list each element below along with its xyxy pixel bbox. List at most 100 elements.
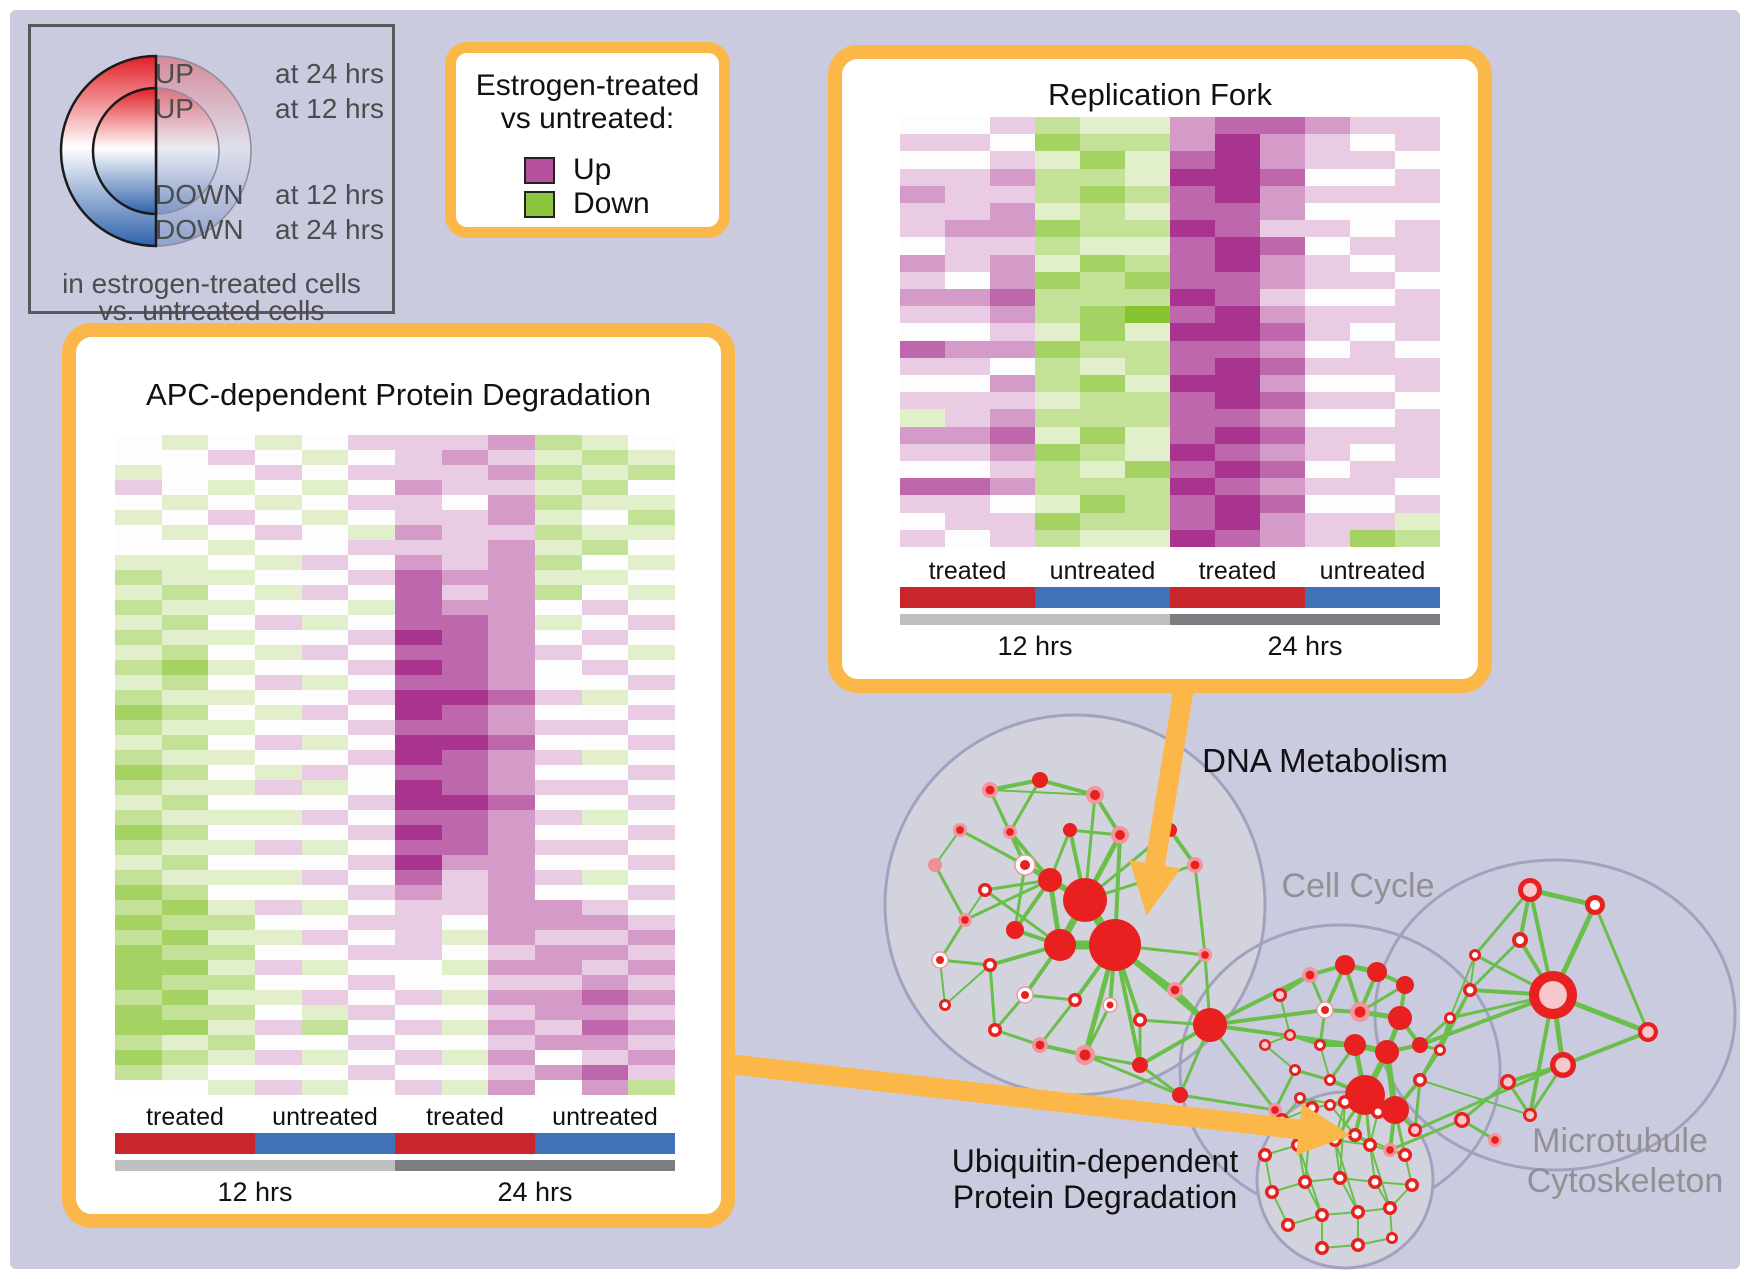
heatmap-cell: [441, 1065, 489, 1080]
heatmap-cell: [581, 450, 629, 465]
heatmap-cell: [395, 795, 442, 810]
heatmap-cell: [301, 600, 349, 615]
heatmap-cell: [1305, 117, 1350, 135]
heatmap-cell: [161, 615, 209, 630]
heatmap-cell: [900, 443, 945, 461]
heatmap-cell: [301, 690, 349, 705]
heatmap-cell: [1035, 375, 1080, 393]
heatmap-cell: [1260, 254, 1305, 272]
heatmap-cell: [990, 461, 1035, 479]
network-edge: [1193, 864, 1207, 956]
heatmap-cell: [535, 570, 582, 585]
gene-node-d: [1338, 1095, 1352, 1109]
heatmap-cell: [348, 900, 395, 915]
heatmap-cell: [161, 690, 209, 705]
heatmap-cell: [900, 461, 945, 479]
heatmap-cell: [301, 645, 349, 660]
heatmap-cell: [1260, 117, 1305, 135]
gene-node-d: [1258, 1148, 1272, 1162]
heatmap-cell: [348, 870, 395, 885]
heatmap-cell: [1170, 185, 1215, 203]
heatmap-cell: [395, 570, 442, 585]
heatmap-cell: [990, 323, 1035, 341]
heatmap-cell: [990, 478, 1035, 496]
heatmap-cell: [1170, 323, 1215, 341]
gene-node-d: [1469, 949, 1481, 961]
heatmap-cell: [301, 765, 349, 780]
heatmap-cell: [581, 690, 629, 705]
heatmap-cell: [1305, 478, 1350, 496]
heatmap-cell: [255, 810, 302, 825]
heatmap-cell: [301, 945, 349, 960]
heatmap-cell: [581, 1065, 629, 1080]
heatmap-cell: [945, 461, 990, 479]
heatmap-cell: [628, 570, 675, 585]
heatmap-cell: [1350, 254, 1395, 272]
heatmap-cell: [115, 1080, 162, 1095]
heatmap-cell: [581, 615, 629, 630]
gene-node-dp: [1550, 1052, 1576, 1078]
heatmap-cell: [488, 435, 535, 450]
heatmap-cell: [208, 705, 255, 720]
heatmap-cell: [395, 975, 442, 990]
heatmap-cell: [1305, 134, 1350, 152]
heatmap-cell: [161, 465, 209, 480]
heatmap-cell: [161, 510, 209, 525]
heatmap-cell: [161, 660, 209, 675]
heatmap-cell: [301, 510, 349, 525]
heatmap-cell: [161, 570, 209, 585]
heatmap-cell: [255, 720, 302, 735]
heatmap-cell: [1215, 168, 1260, 186]
heatmap-cell: [535, 450, 582, 465]
heatmap-cell: [535, 660, 582, 675]
heatmap-cell: [1305, 254, 1350, 272]
network-edge: [1208, 1024, 1277, 1111]
heatmap-cell: [1170, 203, 1215, 221]
heatmap-cell: [301, 1020, 349, 1035]
heatmap-cell: [441, 795, 489, 810]
heatmap-cell: [1215, 375, 1260, 393]
heatmap-cell: [395, 585, 442, 600]
heatmap-cell: [581, 675, 629, 690]
gene-node-w: [1016, 986, 1034, 1004]
heatmap-cell: [161, 645, 209, 660]
heatmap-cell: [628, 645, 675, 660]
heatmap-cell: [395, 1050, 442, 1065]
heatmap-cell: [535, 900, 582, 915]
heatmap-cell: [1260, 289, 1305, 307]
heatmap-cell: [488, 870, 535, 885]
heatmap-cell: [395, 510, 442, 525]
heatmap-cell: [1170, 357, 1215, 375]
heatmap-cell: [1395, 375, 1440, 393]
heatmap-cell: [1170, 306, 1215, 324]
heatmap-cell: [628, 795, 675, 810]
heatmap-cell: [535, 720, 582, 735]
heatmap-cell: [1305, 340, 1350, 358]
heatmap-cell: [535, 600, 582, 615]
heatmap-cell: [348, 825, 395, 840]
heatmap-cell: [581, 1005, 629, 1020]
heatmap-cell: [488, 675, 535, 690]
heatmap-cell: [581, 840, 629, 855]
heatmap-cell: [1305, 392, 1350, 410]
heatmap-cell: [1080, 237, 1125, 255]
heatmap-cell: [1305, 289, 1350, 307]
heatmap-cell: [395, 1005, 442, 1020]
heatmap-cell: [900, 529, 945, 547]
heatmap-cell: [581, 765, 629, 780]
heatmap-cell: [990, 495, 1035, 513]
heatmap-cell: [488, 780, 535, 795]
apc-24hrs-label: 24 hrs: [497, 1177, 573, 1207]
heatmap-cell: [535, 465, 582, 480]
heatmap-cell: [628, 630, 675, 645]
heatmap-cell: [348, 915, 395, 930]
heatmap-cell: [1305, 495, 1350, 513]
heatmap-cell: [208, 495, 255, 510]
heatmap-cell: [255, 900, 302, 915]
heatmap-cell: [1350, 426, 1395, 444]
heatmap-cell: [348, 690, 395, 705]
heatmap-cell: [535, 1005, 582, 1020]
heatmap-cell: [161, 495, 209, 510]
heatmap-cell: [161, 1080, 209, 1095]
heatmap-cell: [1080, 203, 1125, 221]
